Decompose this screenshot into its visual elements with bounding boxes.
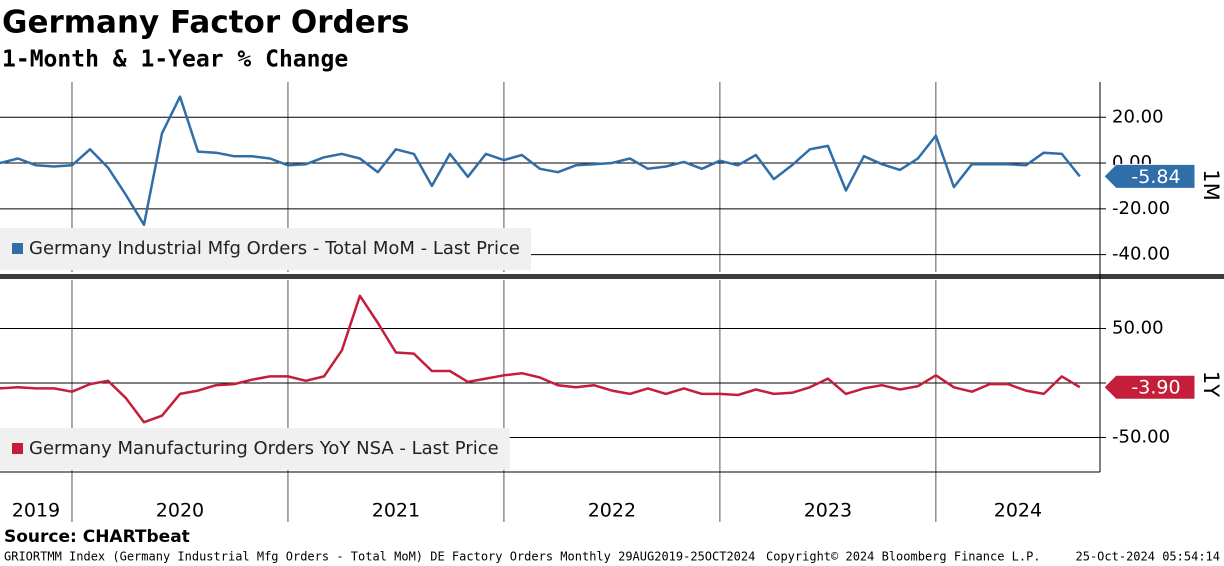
y-tick-label: 20.00: [1112, 106, 1164, 127]
panel-separator: [0, 274, 1224, 279]
x-tick-label: 2019: [12, 500, 60, 522]
legend-box: [0, 428, 510, 470]
value-label: -3.90: [1131, 377, 1180, 399]
value-badge: [1103, 374, 1196, 400]
series-line: [0, 95, 1081, 227]
y-tick-label: -50.00: [1112, 426, 1170, 447]
y-tick-label: -20.00: [1112, 198, 1170, 219]
series-line: [0, 294, 1081, 424]
legend-label: Germany Industrial Mfg Orders - Total Mo…: [29, 238, 520, 259]
legend-box: [0, 228, 531, 270]
value-label: -5.84: [1131, 166, 1180, 188]
footer-center: Copyright© 2024 Bloomberg Finance L.P.: [766, 550, 1041, 564]
panel-label: 1Y: [1199, 371, 1223, 397]
footer-left: GRIORTMM Index (Germany Industrial Mfg O…: [4, 550, 755, 564]
x-tick-label: 2020: [156, 500, 204, 522]
legend-swatch: [12, 243, 23, 254]
legend-label: Germany Manufacturing Orders YoY NSA - L…: [29, 438, 499, 459]
legend-swatch: [12, 443, 23, 454]
value-badge: [1103, 163, 1196, 189]
x-tick-label: 2024: [994, 500, 1042, 522]
x-tick-label: 2023: [804, 500, 852, 522]
y-tick-label: -40.00: [1112, 244, 1170, 265]
panel-label: 1M: [1199, 169, 1223, 200]
x-tick-label: 2021: [372, 500, 420, 522]
chart-subtitle: 1-Month & 1-Year % Change: [2, 47, 348, 73]
footer-right: 25-Oct-2024 05:54:14: [1076, 550, 1221, 564]
y-tick-label: 50.00: [1112, 317, 1164, 338]
chart-title: Germany Factor Orders: [2, 5, 410, 41]
x-tick-label: 2022: [588, 500, 636, 522]
source: Source: CHARTbeat: [4, 527, 190, 547]
